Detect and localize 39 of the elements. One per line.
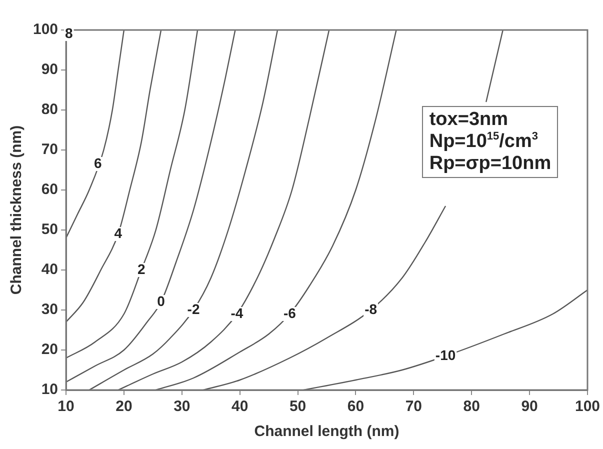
annotation: Rp=σp=10nm [429,153,552,174]
line-series [66,30,125,239]
y-tick-label: 50 [41,221,58,238]
y-tick-label: 70 [41,141,58,158]
annotation: -2 [187,300,200,317]
y-tick-label: 100 [32,21,58,38]
x-tick-label: 30 [174,398,190,416]
y-tick-label: 20 [41,341,58,358]
y-tick-label: 60 [41,181,58,198]
x-tick-label: 20 [116,398,132,416]
y-tick-label: 10 [41,381,58,398]
y-tick-label: 40 [41,261,58,278]
x-tick-label: 50 [289,398,306,416]
annotation: -4 [230,304,244,321]
annotation: Np=10$^{15}$/cm$^{3}$ [429,130,538,152]
y-axis-title: Channel thickness (nm) [8,125,26,295]
x-tick-label: 10 [58,398,74,416]
y-tick-label: 90 [41,61,58,78]
annotation: -6 [283,304,296,321]
x-tick-label: 80 [463,398,480,416]
line-series [155,30,397,390]
x-tick-label: 100 [574,398,600,416]
annotation: -8 [364,300,378,317]
annotation: 4 [114,224,122,241]
y-tick-label: 30 [41,301,58,318]
annotation: tox=3nm [429,109,508,130]
y-tick-label: 80 [41,101,58,118]
annotation: 0 [157,292,166,309]
annotation: 6 [94,154,102,171]
x-tick-label: 60 [347,398,364,416]
x-tick-label: 70 [405,398,422,416]
x-tick-label: 90 [521,398,538,416]
line-series [88,30,278,390]
annotation: 2 [137,260,146,277]
line-series [302,289,588,390]
x-tick-label: 40 [232,398,248,416]
x-axis-title: Channel length (nm) [254,423,400,440]
line-series [66,30,198,359]
annotation: 8 [65,24,74,41]
